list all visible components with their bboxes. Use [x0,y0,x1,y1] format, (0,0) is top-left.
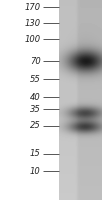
Text: 15: 15 [30,150,41,158]
Text: 40: 40 [30,92,41,102]
Text: 170: 170 [25,2,41,11]
Text: 10: 10 [30,166,41,176]
Text: 70: 70 [30,56,41,66]
Text: 55: 55 [30,74,41,84]
Text: 35: 35 [30,104,41,114]
Text: 100: 100 [25,34,41,44]
Text: 25: 25 [30,121,41,130]
Text: 130: 130 [25,19,41,27]
